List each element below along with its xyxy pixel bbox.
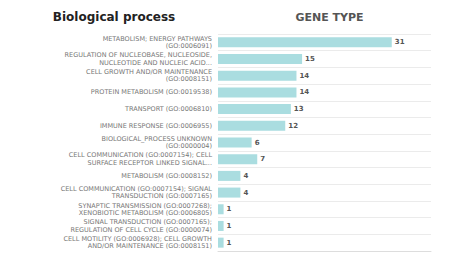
svg-text:REGULATION OF CELL CYCLE (GO:0: REGULATION OF CELL CYCLE (GO:0000074) <box>70 226 212 234</box>
svg-text:1: 1 <box>227 239 232 247</box>
svg-text:31: 31 <box>395 38 405 46</box>
svg-text:12: 12 <box>288 122 298 130</box>
svg-text:TRANSPORT (GO:0006810): TRANSPORT (GO:0006810) <box>124 105 212 113</box>
svg-text:(GO:0008151): (GO:0008151) <box>166 75 212 83</box>
svg-text:15: 15 <box>305 55 315 63</box>
svg-text:SURFACE RECEPTOR LINKED SIGNAL: SURFACE RECEPTOR LINKED SIGNAL... <box>88 159 213 167</box>
svg-text:AND/OR MAINTENANCE (GO:0008151: AND/OR MAINTENANCE (GO:0008151) <box>88 242 212 250</box>
svg-text:(GO:0006091): (GO:0006091) <box>166 42 212 50</box>
svg-text:Biological process: Biological process <box>53 10 175 24</box>
svg-text:REGULATION OF NUCLEOBASE, NUCL: REGULATION OF NUCLEOBASE, NUCLEOSIDE, <box>64 51 212 60</box>
svg-text:7: 7 <box>260 155 265 163</box>
svg-text:GENE TYPE: GENE TYPE <box>295 11 363 24</box>
svg-text:TRANSDUCTION (GO:0007165): TRANSDUCTION (GO:0007165) <box>111 192 212 200</box>
svg-text:1: 1 <box>227 222 232 230</box>
svg-text:SYNAPTIC TRANSMISSION (GO:0007: SYNAPTIC TRANSMISSION (GO:0007268); <box>78 201 212 210</box>
svg-text:BIOLOGICAL_PROCESS UNKNOWN: BIOLOGICAL_PROCESS UNKNOWN <box>101 134 212 143</box>
svg-text:METABOLISM; ENERGY PATHWAYS: METABOLISM; ENERGY PATHWAYS <box>102 34 212 43</box>
svg-text:13: 13 <box>294 105 304 113</box>
svg-text:IMMUNE RESPONSE (GO:0006955): IMMUNE RESPONSE (GO:0006955) <box>100 122 212 130</box>
svg-text:PROTEIN METABOLISM (GO:0019538: PROTEIN METABOLISM (GO:0019538) <box>91 88 212 96</box>
svg-text:4: 4 <box>243 189 248 197</box>
svg-text:1: 1 <box>227 205 232 213</box>
svg-text:CELL GROWTH AND/OR MAINTENANCE: CELL GROWTH AND/OR MAINTENANCE <box>86 68 212 76</box>
svg-text:6: 6 <box>255 139 260 147</box>
svg-text:4: 4 <box>243 172 248 180</box>
svg-text:CELL MOTILITY (GO:0006928); CE: CELL MOTILITY (GO:0006928); CELL GROWTH <box>63 234 212 243</box>
svg-text:SIGNAL TRANSDUCTION (GO:000716: SIGNAL TRANSDUCTION (GO:0007165); <box>83 218 212 227</box>
svg-text:14: 14 <box>299 88 309 96</box>
svg-text:XENOBIOTIC METABOLISM (GO:0006: XENOBIOTIC METABOLISM (GO:0006805) <box>79 209 212 217</box>
svg-text:CELL COMMUNICATION (GO:0007154: CELL COMMUNICATION (GO:0007154); CELL <box>68 151 212 160</box>
svg-text:CELL COMMUNICATION (GO:0007154: CELL COMMUNICATION (GO:0007154); SIGNAL <box>60 184 212 193</box>
svg-text:(GO:0000004): (GO:0000004) <box>166 142 212 150</box>
svg-text:14: 14 <box>299 72 309 80</box>
svg-text:NUCLEOTIDE AND NUCLEIC ACID...: NUCLEOTIDE AND NUCLEIC ACID... <box>99 59 212 67</box>
svg-text:METABOLISM (GO:0008152): METABOLISM (GO:0008152) <box>121 172 212 180</box>
